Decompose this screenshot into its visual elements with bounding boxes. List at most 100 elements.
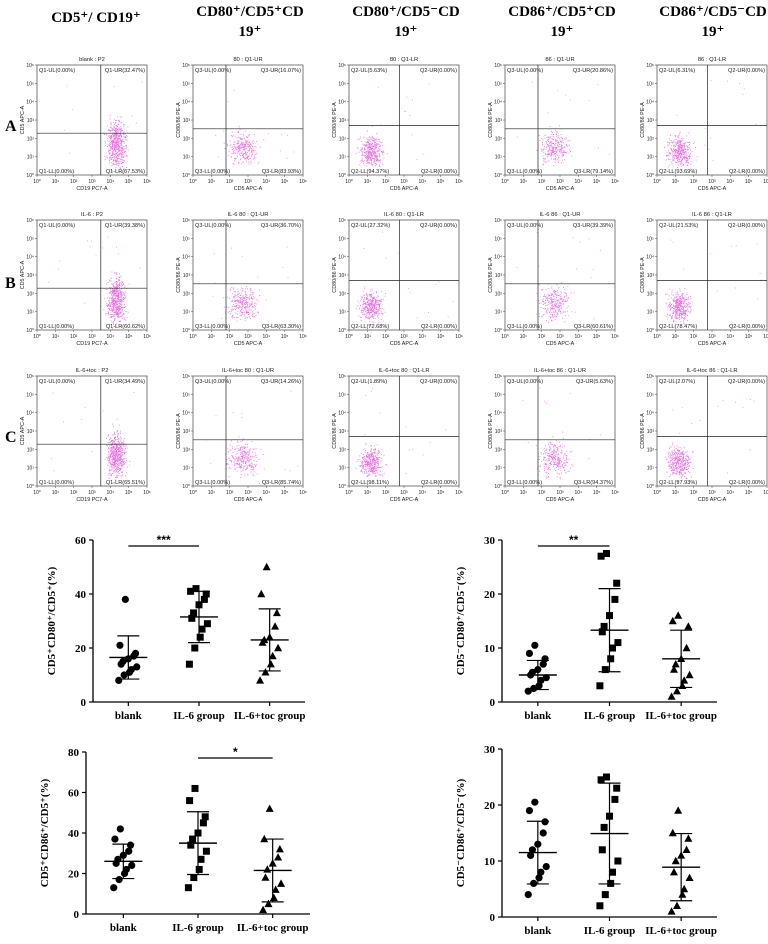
flow-event <box>112 447 114 448</box>
flow-event <box>374 158 376 160</box>
flow-event <box>115 141 117 143</box>
flow-event <box>557 146 559 148</box>
flow-event <box>117 291 119 292</box>
flow-event <box>536 292 538 294</box>
flow-event <box>371 311 373 313</box>
flow-event <box>363 300 365 302</box>
flow-event <box>241 292 243 294</box>
flow-event <box>544 158 546 160</box>
flow-event <box>223 297 224 299</box>
flow-event <box>242 305 244 307</box>
flow-event <box>241 456 243 458</box>
flow-event <box>121 144 123 146</box>
flow-event <box>562 142 564 144</box>
flow-event <box>680 301 682 303</box>
flow-event <box>370 152 372 154</box>
quadrant-ll-label: Q3-LL(0.00%) <box>195 324 230 330</box>
flow-event <box>64 130 66 131</box>
flow-event <box>244 446 246 448</box>
flow-event <box>119 133 121 135</box>
flow-event <box>378 300 380 302</box>
flow-event <box>237 147 239 149</box>
flow-event <box>674 148 676 150</box>
flow-event <box>563 298 565 300</box>
flow-event <box>112 284 114 286</box>
flow-event <box>112 456 113 458</box>
flow-event <box>106 155 108 157</box>
flow-event-dots <box>206 390 299 484</box>
flow-event <box>229 289 231 291</box>
flow-event <box>116 141 117 142</box>
flow-event <box>366 315 368 316</box>
flow-event <box>372 158 374 159</box>
flow-event <box>250 303 252 305</box>
flow-event <box>121 153 123 155</box>
flow-event <box>232 452 234 453</box>
flow-event <box>122 149 124 151</box>
flow-event <box>689 312 691 314</box>
flow-event <box>369 305 370 307</box>
flow-event <box>368 142 370 143</box>
flow-event <box>242 302 244 304</box>
flow-event <box>374 150 376 152</box>
flow-event <box>682 140 684 141</box>
flow-event <box>122 141 124 143</box>
flow-event <box>411 134 413 136</box>
flow-event <box>243 470 245 472</box>
flow-event <box>558 157 559 159</box>
flow-event <box>108 307 110 309</box>
flow-event <box>118 448 120 450</box>
flow-event <box>374 306 376 308</box>
flow-event <box>124 438 126 440</box>
flow-event <box>683 311 685 312</box>
flow-event <box>557 307 559 309</box>
flow-event <box>373 317 375 319</box>
flow-event <box>244 148 245 150</box>
flow-event <box>239 297 241 298</box>
flow-event <box>555 153 557 155</box>
flow-event <box>116 159 118 161</box>
flow-event <box>246 153 248 155</box>
flow-event <box>221 318 222 319</box>
flow-event <box>677 141 678 143</box>
flow-event <box>376 308 378 310</box>
flow-event <box>248 156 250 158</box>
flow-event <box>116 152 117 154</box>
flow-event <box>234 449 235 450</box>
flow-event <box>363 152 365 153</box>
flow-event <box>688 157 690 159</box>
flow-event <box>227 463 229 465</box>
flow-event <box>680 156 682 158</box>
flow-event <box>119 139 121 141</box>
flow-event <box>117 281 119 283</box>
flow-event <box>112 153 114 155</box>
flow-event <box>106 304 108 306</box>
flow-event <box>362 148 364 150</box>
flow-event-dots <box>51 392 135 485</box>
flow-event <box>113 456 115 458</box>
flow-event <box>248 141 250 143</box>
flow-event <box>237 305 239 307</box>
flow-event <box>111 291 113 293</box>
flow-event <box>114 458 116 460</box>
flow-event <box>118 151 120 152</box>
flow-event <box>677 159 679 161</box>
flow-event <box>360 150 362 152</box>
quadrant-ul-label: Q1-UL(0.00%) <box>39 223 75 229</box>
flow-event <box>115 456 117 458</box>
flow-event <box>688 149 689 150</box>
flow-event <box>115 467 117 469</box>
x-tick-label: 10⁰ <box>189 490 197 496</box>
flow-event <box>679 310 681 311</box>
flow-event <box>117 144 119 146</box>
flow-event <box>674 150 675 151</box>
flow-event <box>244 303 245 305</box>
flow-event <box>116 273 118 275</box>
flow-event <box>233 308 234 310</box>
flow-plot-frame <box>504 219 616 331</box>
flow-event <box>377 303 379 305</box>
flow-event <box>368 303 370 305</box>
flow-event <box>365 304 367 305</box>
flow-event <box>548 312 550 313</box>
flow-event <box>242 161 244 163</box>
